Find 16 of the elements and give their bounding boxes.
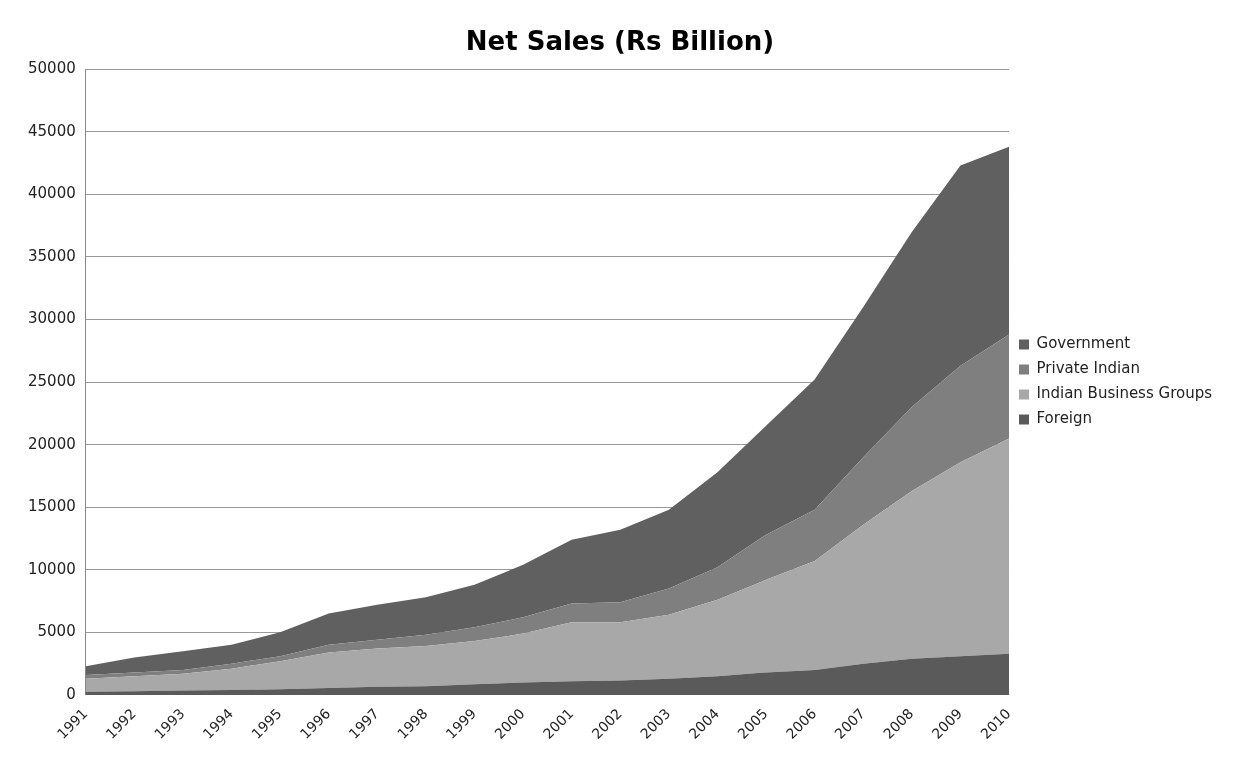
y-tick-label: 20000	[28, 434, 76, 453]
y-tick-label: 50000	[28, 59, 76, 78]
legend-label: Indian Business Groups	[1036, 384, 1213, 403]
y-tick-label: 0	[66, 684, 76, 703]
y-tick-label: 5000	[37, 622, 76, 641]
y-tick-label: 40000	[28, 184, 76, 203]
legend-label: Foreign	[1036, 409, 1093, 428]
legend-label: Private Indian	[1036, 359, 1140, 378]
y-tick-label: 45000	[28, 121, 76, 140]
y-tick-label: 30000	[28, 309, 76, 328]
y-tick-label: 15000	[28, 497, 76, 516]
legend-label: Government	[1036, 334, 1131, 353]
y-tick-label: 10000	[28, 559, 76, 578]
y-tick-label: 35000	[28, 246, 76, 265]
chart-title: Net Sales (Rs Billion)	[465, 26, 775, 57]
y-tick-label: 25000	[28, 371, 76, 390]
